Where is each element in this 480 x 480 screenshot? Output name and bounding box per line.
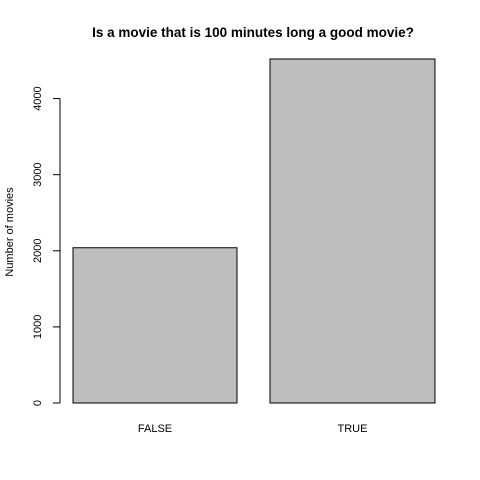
y-tick-label: 1000: [32, 315, 44, 339]
x-tick-label-true: TRUE: [338, 423, 368, 435]
y-axis-label: Number of movies: [4, 187, 16, 277]
chart-title: Is a movie that is 100 minutes long a go…: [92, 25, 414, 40]
x-tick-label-false: FALSE: [138, 423, 172, 435]
y-tick-label: 4000: [32, 86, 44, 110]
x-axis-labels: FALSE TRUE: [138, 423, 368, 435]
y-axis: 0 1000 2000 3000 4000: [32, 86, 61, 406]
bar-false: [72, 247, 238, 404]
bar-true: [269, 58, 436, 404]
y-tick-label: 2000: [32, 239, 44, 263]
y-tick-label: 3000: [32, 162, 44, 186]
y-tick-label: 0: [32, 400, 44, 406]
bars-group: [72, 58, 436, 404]
